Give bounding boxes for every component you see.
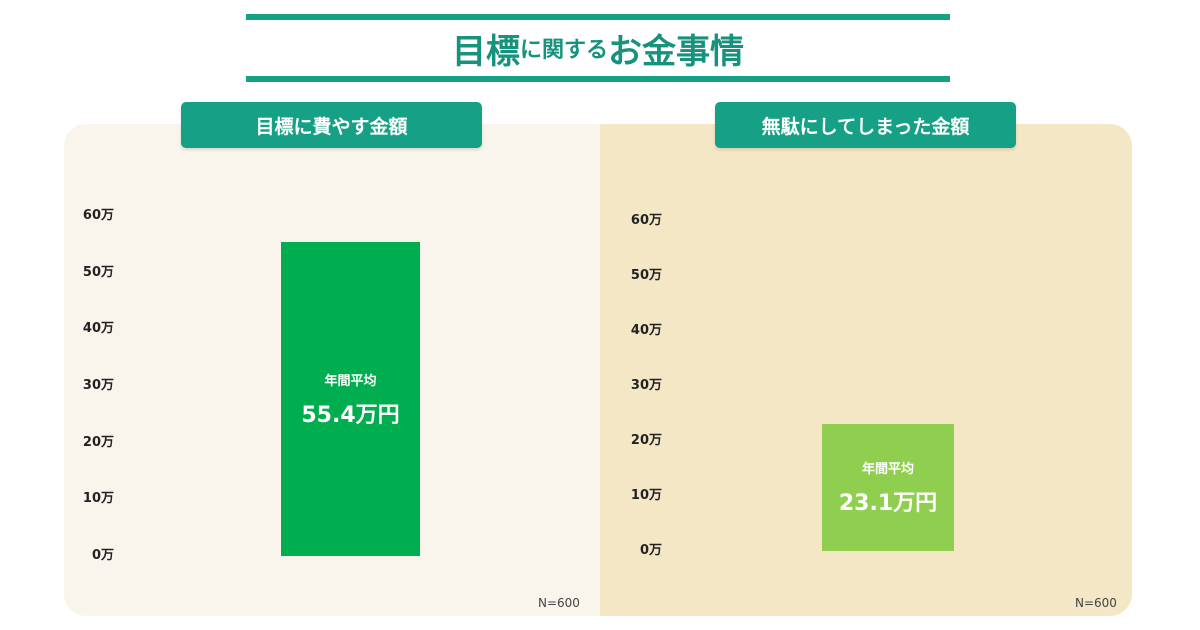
right-y-tick-label: 0万 xyxy=(639,543,662,558)
title-part-2: に関する xyxy=(519,38,608,63)
right-y-tick-label: 60万 xyxy=(630,213,662,228)
left-y-tick-label: 20万 xyxy=(82,434,114,450)
left-y-tick-label: 30万 xyxy=(82,378,114,393)
left-y-tick-label: 10万 xyxy=(82,491,114,507)
right-chart-title: 無駄にしてしまった金額 xyxy=(715,102,1016,148)
right-y-tick-label: 50万 xyxy=(630,268,662,283)
right-bar-value: 23.1万円 xyxy=(838,490,938,516)
title-rule-top xyxy=(246,14,950,20)
left-bar: 年間平均 55.4万円 xyxy=(281,242,420,556)
right-y-tick-label: 20万 xyxy=(630,433,662,448)
right-y-tick-label: 30万 xyxy=(630,378,662,393)
right-bar: 年間平均 23.1万円 xyxy=(822,423,954,551)
right-y-tick-label: 10万 xyxy=(630,488,662,503)
page-title: 目標 に関する お金事情 xyxy=(246,22,950,74)
right-y-tick-label: 40万 xyxy=(630,323,662,338)
title-rule-bottom xyxy=(246,76,950,82)
right-bar-label: 年間平均 xyxy=(861,461,914,477)
left-y-tick-label: 40万 xyxy=(82,321,114,337)
left-bar-label: 年間平均 xyxy=(324,373,377,389)
left-chart-title: 目標に費やす金額 xyxy=(181,102,482,148)
left-y-tick-label: 50万 xyxy=(82,264,114,280)
right-sample-size: N=600 xyxy=(1075,596,1117,610)
title-part-1: 目標 xyxy=(451,31,520,72)
left-y-tick-label: 60万 xyxy=(82,208,114,223)
title-part-3: お金事情 xyxy=(608,31,744,72)
left-sample-size: N=600 xyxy=(538,596,580,610)
left-y-tick-label: 0万 xyxy=(91,548,114,563)
left-bar-value: 55.4万円 xyxy=(301,402,400,428)
